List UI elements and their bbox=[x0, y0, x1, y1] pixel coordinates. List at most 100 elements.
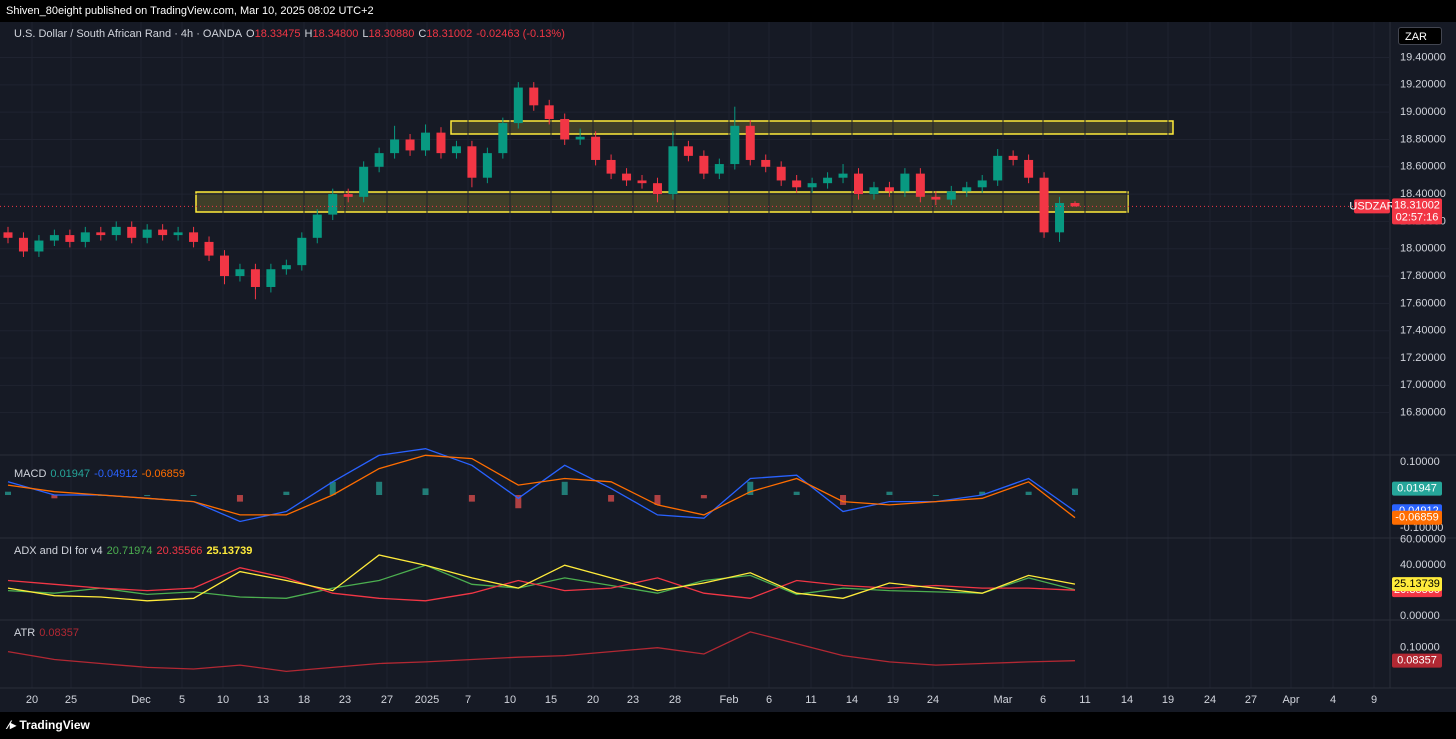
x-tick-label: Dec bbox=[131, 694, 151, 706]
candle-body bbox=[1008, 155, 1018, 160]
candle-body bbox=[606, 159, 616, 174]
y-tick-label: 60.00000 bbox=[1400, 534, 1446, 546]
y-tick-label: 0.10000 bbox=[1400, 642, 1440, 654]
candle-body bbox=[730, 125, 740, 165]
candle-body bbox=[3, 232, 13, 238]
indicator-line bbox=[7, 554, 1076, 602]
candle-body bbox=[142, 229, 152, 238]
candle-body bbox=[266, 269, 276, 287]
y-tick-label: 18.40000 bbox=[1400, 188, 1446, 200]
candle-body bbox=[127, 226, 137, 238]
x-tick-label: 14 bbox=[846, 694, 858, 706]
y-tick-label: 17.40000 bbox=[1400, 325, 1446, 337]
x-tick-label: 6 bbox=[766, 694, 772, 706]
x-tick-label: 15 bbox=[545, 694, 557, 706]
y-tick-label: 19.00000 bbox=[1400, 106, 1446, 118]
x-tick-label: 23 bbox=[627, 694, 639, 706]
candle-body bbox=[792, 180, 802, 188]
candle-body bbox=[467, 146, 477, 178]
indicator-line bbox=[7, 454, 1076, 519]
candle-body bbox=[529, 87, 539, 106]
candle-body bbox=[1024, 159, 1034, 178]
candle-body bbox=[900, 173, 910, 192]
value-tag-bg bbox=[1392, 653, 1442, 668]
x-tick-label: 11 bbox=[1079, 694, 1090, 706]
histogram-bar bbox=[1072, 488, 1078, 496]
indicator-title: ADX and DI for v4 bbox=[14, 545, 103, 557]
candle-body bbox=[544, 105, 554, 119]
y-tick-label: 17.60000 bbox=[1400, 297, 1446, 309]
histogram-bar bbox=[190, 495, 197, 497]
histogram-bar bbox=[932, 495, 939, 497]
atr-legend: ATR 0.08357 bbox=[14, 627, 83, 639]
y-tick-label: 18.60000 bbox=[1400, 161, 1446, 173]
currency-button[interactable]: ZAR bbox=[1398, 27, 1442, 45]
histogram-bar bbox=[51, 495, 58, 499]
x-tick-label: 11 bbox=[805, 694, 816, 706]
x-tick-label: 4 bbox=[1330, 694, 1336, 706]
candle-body bbox=[436, 132, 446, 154]
ohlc-label: O bbox=[246, 28, 255, 40]
candle-body bbox=[482, 153, 492, 178]
x-tick-label: 20 bbox=[26, 694, 38, 706]
histogram-bar bbox=[654, 495, 661, 505]
candle-body bbox=[977, 180, 987, 188]
indicator-title: MACD bbox=[14, 468, 47, 480]
ohlc-value: 18.31002 bbox=[426, 28, 473, 40]
x-tick-label: 6 bbox=[1040, 694, 1046, 706]
candle-body bbox=[281, 265, 291, 270]
candle-body bbox=[513, 87, 523, 124]
footer: ⁄▸ TradingView bbox=[8, 718, 90, 732]
histogram-bar bbox=[144, 495, 151, 497]
histogram-bar bbox=[608, 495, 615, 502]
candle-body bbox=[946, 191, 956, 200]
symbol-title: U.S. Dollar / South African Rand · 4h · … bbox=[14, 28, 243, 40]
x-tick-label: 14 bbox=[1121, 694, 1133, 706]
y-tick-label: 17.20000 bbox=[1400, 352, 1446, 364]
candle-body bbox=[498, 123, 508, 154]
value-tag-bg bbox=[1392, 481, 1442, 496]
price-tag: 18.31002 bbox=[1394, 199, 1440, 211]
y-tick-label: 17.80000 bbox=[1400, 270, 1446, 282]
candle-body bbox=[1055, 203, 1065, 233]
candle-body bbox=[962, 187, 972, 192]
symbol-tag: USDZAR bbox=[1349, 200, 1394, 212]
legend-value: 20.35566 bbox=[156, 545, 203, 557]
indicator-line bbox=[7, 564, 1076, 599]
value-tag-bg bbox=[1392, 577, 1442, 592]
candle-body bbox=[204, 241, 214, 256]
candle-body bbox=[80, 232, 90, 242]
legend-value: -0.04912 bbox=[94, 468, 138, 480]
candle-body bbox=[931, 196, 941, 200]
x-tick-label: 9 bbox=[1371, 694, 1377, 706]
candle-body bbox=[637, 180, 647, 184]
candle-body bbox=[807, 183, 817, 188]
value-tag: 25.13739 bbox=[1394, 578, 1440, 590]
histogram-bar bbox=[236, 495, 243, 502]
x-tick-label: 19 bbox=[887, 694, 899, 706]
candle-body bbox=[297, 237, 307, 266]
candle-body bbox=[683, 146, 693, 156]
candle-body bbox=[158, 229, 168, 236]
x-tick-label: 24 bbox=[927, 694, 939, 706]
histogram-bar bbox=[283, 491, 290, 496]
value-tag: 0.01947 bbox=[1397, 482, 1437, 494]
price-tag-bg bbox=[1392, 198, 1442, 225]
histogram-bar bbox=[468, 495, 475, 502]
main-legend: U.S. Dollar / South African Rand · 4h · … bbox=[14, 28, 569, 40]
x-tick-label: 13 bbox=[257, 694, 269, 706]
histogram-bar bbox=[329, 481, 336, 496]
ohlc-value: 18.33475 bbox=[254, 28, 301, 40]
value-tag: 0.08357 bbox=[1397, 655, 1437, 667]
histogram-bar bbox=[561, 481, 568, 496]
candle-body bbox=[390, 139, 400, 154]
candle-body bbox=[250, 269, 260, 287]
currency-label: ZAR bbox=[1405, 31, 1427, 43]
y-tick-label: 16.80000 bbox=[1400, 407, 1446, 419]
candle-body bbox=[745, 125, 755, 160]
footer-brand: TradingView bbox=[19, 718, 90, 732]
candle-body bbox=[823, 177, 833, 184]
y-tick-label: 19.40000 bbox=[1400, 51, 1446, 63]
candle-body bbox=[96, 232, 106, 236]
